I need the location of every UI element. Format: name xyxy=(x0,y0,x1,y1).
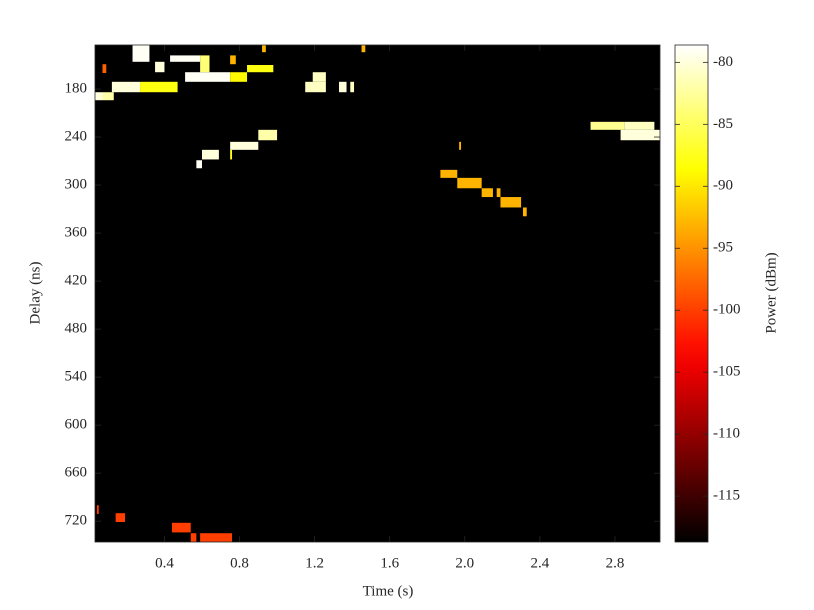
heatmap-cell xyxy=(230,141,259,150)
colorbar-tick-label: -105 xyxy=(713,364,741,380)
heatmap-cell xyxy=(200,533,233,542)
heatmap-cell xyxy=(522,207,527,217)
x-tick-label: 2.8 xyxy=(606,555,625,571)
y-tick-label: 660 xyxy=(65,465,88,481)
colorbar-tick-label: -95 xyxy=(713,240,733,256)
colorbar-tick-label: -100 xyxy=(713,302,741,318)
heatmap-cell xyxy=(440,169,458,178)
colorbar-tick-label: -85 xyxy=(713,116,733,132)
heatmap-cell xyxy=(247,65,274,73)
plot-area xyxy=(95,45,660,542)
y-tick-label: 240 xyxy=(65,128,88,144)
heatmap-cell xyxy=(200,55,210,73)
heatmap-cell xyxy=(96,505,99,514)
heatmap-cell xyxy=(230,55,236,65)
x-tick-label: 0.4 xyxy=(155,555,174,571)
heatmap-cell xyxy=(457,177,482,189)
heatmap-cell xyxy=(459,141,462,150)
x-tick-label: 1.6 xyxy=(380,555,399,571)
heatmap-cell xyxy=(312,72,326,82)
y-tick-label: 480 xyxy=(65,321,88,337)
colorbar xyxy=(674,44,709,543)
heatmap-background xyxy=(95,45,660,542)
heatmap-cell xyxy=(185,72,231,82)
heatmap-cell xyxy=(496,188,501,198)
axes-box xyxy=(94,44,661,543)
heatmap-cell xyxy=(620,129,660,141)
colorbar-tick-label: -90 xyxy=(713,178,733,194)
heatmap-cell xyxy=(155,61,165,73)
heatmap-cell xyxy=(140,81,178,93)
heatmap-cell xyxy=(339,81,347,93)
y-axis-label: Delay (ns) xyxy=(27,262,43,325)
x-axis-label: Time (s) xyxy=(363,583,414,599)
heatmap-cell xyxy=(111,81,141,93)
heatmap-cell xyxy=(350,81,355,93)
heatmap-cell xyxy=(361,45,366,53)
heatmap-cell xyxy=(190,533,197,542)
heatmap-cell xyxy=(170,55,201,62)
y-tick-label: 300 xyxy=(65,176,88,192)
y-tick-label: 420 xyxy=(65,273,88,289)
colorbar-tick-label: -80 xyxy=(713,54,733,70)
heatmap-cell xyxy=(305,81,326,93)
heatmap-cell xyxy=(102,92,114,101)
heatmap-cell xyxy=(102,64,107,74)
colorbar-tick-label: -110 xyxy=(713,426,740,442)
heatmap-cell xyxy=(262,45,266,53)
heatmap-cell xyxy=(624,121,655,130)
y-tick-label: 180 xyxy=(65,80,88,96)
heatmap-cell xyxy=(230,149,233,160)
heatmap-cell xyxy=(132,45,150,62)
heatmap-cell xyxy=(115,513,126,522)
heatmap-cell xyxy=(171,522,191,533)
y-tick-label: 600 xyxy=(65,417,88,433)
x-tick-label: 2.4 xyxy=(530,555,549,571)
heatmap-cell xyxy=(230,72,248,82)
x-tick-label: 1.2 xyxy=(305,555,324,571)
heatmap-cell xyxy=(258,129,278,141)
y-tick-label: 540 xyxy=(65,369,88,385)
heatmap-cell xyxy=(196,160,202,169)
heatmap-cell xyxy=(481,188,493,198)
heatmap-cell xyxy=(95,92,103,101)
x-tick-label: 0.8 xyxy=(230,555,249,571)
x-tick-label: 2.0 xyxy=(455,555,474,571)
y-tick-label: 360 xyxy=(65,225,88,241)
colorbar-tick-label: -115 xyxy=(713,488,740,504)
heatmap-cell xyxy=(500,197,522,208)
heatmap-cell xyxy=(201,149,219,160)
heatmap-cell xyxy=(590,121,625,130)
y-tick-label: 720 xyxy=(65,513,88,529)
colorbar-label: Power (dBm) xyxy=(763,252,779,333)
